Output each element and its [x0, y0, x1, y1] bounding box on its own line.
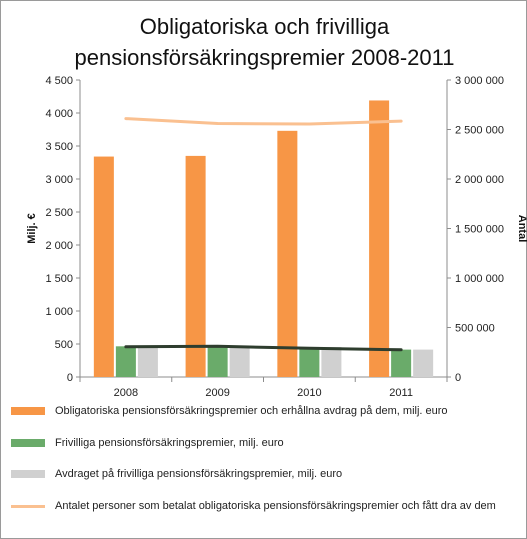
bar-series-3 — [229, 345, 250, 377]
y-tick-label-right: 1 500 000 — [455, 224, 504, 236]
bar-series-1 — [185, 155, 206, 377]
bar-series-2 — [207, 345, 228, 377]
bar-series-2 — [299, 346, 320, 377]
chart-title: Obligatoriska och frivilliga pensionsför… — [1, 11, 527, 73]
x-tick-label: 2011 — [389, 387, 413, 399]
bar-series-2 — [391, 349, 412, 377]
x-tick-label: 2009 — [205, 387, 229, 399]
legend-label-avdraget: Avdraget på frivilliga pensionsförsäkrin… — [55, 468, 343, 480]
y-tick-label-left: 500 — [55, 339, 73, 351]
y-tick-label-right: 0 — [455, 372, 461, 384]
legend-swatch-obligatoriska — [11, 407, 45, 415]
y-tick-label-left: 2 500 — [45, 207, 73, 219]
y-tick-label-right: 500 000 — [455, 323, 495, 335]
y-tick-label-right: 2 000 000 — [455, 174, 504, 186]
y-tick-label-left: 0 — [67, 372, 73, 384]
bar-series-1 — [369, 100, 390, 378]
legend-swatch-frivilliga — [11, 439, 45, 447]
y-axis-title-right: Antal — [516, 215, 527, 243]
y-axis-title-left: Milj. € — [26, 213, 38, 244]
bar-series-3 — [413, 349, 434, 377]
y-tick-label-left: 3 000 — [45, 174, 73, 186]
y-tick-label-left: 4 000 — [45, 108, 73, 120]
bar-series-2 — [115, 346, 136, 377]
y-tick-label-right: 2 500 000 — [455, 125, 504, 137]
y-tick-label-left: 3 500 — [45, 141, 73, 153]
line-series-1 — [124, 117, 403, 126]
chart-plot-area: 0 500 1 000 1 500 2 000 2 500 3 000 3 500 4 000 4… — [26, 75, 527, 399]
legend-label-antalet: Antalet personer som betalat obligatoris… — [55, 500, 496, 512]
chart-title-line-1: Obligatoriska och frivilliga — [139, 14, 390, 39]
bar-series-1 — [277, 130, 298, 377]
y-tick-label-left: 4 500 — [45, 75, 73, 87]
bar-series-1 — [93, 156, 114, 377]
chart-title-line-2: pensionsförsäkringspremier 2008-2011 — [74, 45, 455, 70]
bar-series-3 — [321, 346, 342, 377]
y-tick-label-left: 1 500 — [45, 273, 73, 285]
legend-swatch-avdraget — [11, 470, 45, 478]
y-tick-label-right: 3 000 000 — [455, 75, 504, 87]
legend-label-frivilliga: Frivilliga pensionsförsäkringspremier, m… — [55, 437, 284, 449]
bar-series-3 — [137, 346, 158, 377]
line-series-2 — [124, 344, 403, 352]
legend-swatch-antalet — [11, 505, 45, 508]
y-tick-label-left: 1 000 — [45, 306, 73, 318]
y-tick-label-right: 1 000 000 — [455, 273, 504, 285]
x-tick-label: 2010 — [297, 387, 321, 399]
legend-label-obligatoriska: Obligatoriska pensionsförsäkringspremier… — [55, 405, 448, 417]
x-tick-label: 2008 — [114, 387, 138, 399]
y-tick-label-left: 2 000 — [45, 240, 73, 252]
